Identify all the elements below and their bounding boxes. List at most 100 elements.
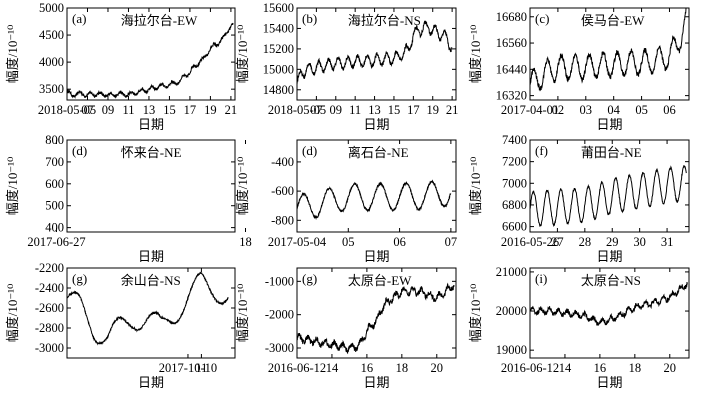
x-tick-label: 30	[633, 235, 646, 249]
y-tick-label: 16560	[496, 36, 527, 50]
y-axis-label: 幅度/10⁻¹⁰	[468, 157, 483, 216]
x-tick-label: 19	[426, 103, 439, 117]
y-tick-label: -600	[271, 184, 294, 198]
series-line-1	[67, 271, 229, 346]
panel-label: (d)	[302, 143, 317, 158]
x-axis-label: 日期	[596, 117, 622, 132]
x-tick-label: 18	[396, 361, 409, 375]
y-tick-label: 16440	[496, 62, 527, 76]
panel-label: (b)	[302, 11, 317, 26]
y-tick-label: 7200	[502, 155, 527, 169]
series-line-1	[297, 179, 452, 221]
plot-frame	[529, 7, 690, 101]
x-tick-label: 31	[661, 235, 674, 249]
x-tick-label: 02	[552, 103, 565, 117]
chart-panel-8: 2016-06-12 14 16 18 20 -3000 -2000 -1000 (g) 太原台-…	[235, 267, 457, 390]
x-axis-label: 日期	[363, 375, 389, 390]
x-tick-label: 13	[143, 103, 156, 117]
y-tick-label: 800	[45, 133, 64, 147]
x-tick-label: 20	[664, 361, 677, 375]
y-axis-label: 幅度/10⁻¹⁰	[235, 25, 250, 84]
x-tick-label: 07	[445, 235, 458, 249]
x-tick-label: 2017-04-01	[501, 103, 559, 117]
chart-title: 太原台-NS	[581, 273, 641, 288]
chart-title: 余山台-NS	[121, 273, 181, 288]
chart-title: 海拉尔台-NS	[348, 13, 421, 28]
y-tick-label: -3000	[35, 341, 64, 355]
y-tick-label: 14800	[263, 83, 294, 97]
y-tick-label: 19000	[496, 343, 527, 357]
y-tick-label: 16680	[496, 10, 527, 24]
y-tick-label: -2200	[35, 261, 64, 275]
y-tick-label: -2600	[35, 301, 64, 315]
x-tick-label: 2016-06-12	[268, 361, 326, 375]
panel-label: (i)	[535, 271, 547, 286]
chart-panel-9: 2016-06-12 14 16 18 20 19000 20000 21000 (i) 太原台-…	[468, 265, 690, 390]
y-tick-label: 15400	[263, 21, 294, 35]
x-tick-label: 2018-05-05	[268, 103, 326, 117]
x-tick-label: 06	[663, 103, 676, 117]
x-tick-label: 28	[579, 235, 592, 249]
y-tick-label: -400	[271, 155, 294, 169]
x-tick-label: 03	[580, 103, 593, 117]
x-tick-label: 2017-05-04	[268, 235, 327, 249]
y-tick-label: 600	[45, 177, 64, 191]
plot-frame	[296, 7, 457, 101]
panel-label: (g)	[72, 271, 87, 286]
series-line-1	[530, 165, 687, 228]
y-tick-label: 3500	[39, 82, 64, 96]
x-tick-label: 17	[184, 103, 197, 117]
x-tick-label: 18	[629, 361, 642, 375]
x-tick-label: 05	[342, 235, 355, 249]
x-tick-label: 16	[361, 361, 374, 375]
y-tick-label: 4000	[39, 55, 64, 69]
y-tick-label: -800	[271, 213, 294, 227]
x-tick-label: 07	[81, 103, 94, 117]
y-axis-label: 幅度/10⁻¹⁰	[235, 284, 250, 343]
y-axis-label: 幅度/10⁻¹⁰	[468, 284, 483, 343]
x-tick-label: 29	[606, 235, 619, 249]
y-tick-label: -3000	[265, 341, 294, 355]
y-tick-label: 7400	[502, 133, 527, 147]
series-line-1	[530, 8, 687, 92]
y-tick-label: 700	[45, 155, 64, 169]
x-tick-label: 04	[607, 103, 620, 117]
series-line-1	[297, 20, 453, 85]
x-tick-label: 27	[551, 235, 564, 249]
y-axis-label: 幅度/10⁻¹⁰	[468, 25, 483, 84]
y-tick-label: -2000	[265, 308, 294, 322]
x-tick-label: 15	[388, 103, 401, 117]
x-tick-label: 2016-05-26	[501, 235, 559, 249]
series-line-1	[530, 281, 688, 326]
y-tick-label: -1000	[265, 274, 294, 288]
chart-title: 离石台-NE	[348, 145, 409, 160]
x-tick-label: 07	[310, 103, 323, 117]
chart-title: 侯马台-EW	[581, 13, 645, 28]
x-axis-label: 日期	[138, 375, 164, 390]
y-tick-label: 21000	[496, 265, 527, 279]
y-tick-label: 500	[45, 199, 64, 213]
chart-title: 太原台-EW	[348, 273, 412, 288]
y-axis-label: 幅度/10⁻¹⁰	[5, 284, 20, 343]
chart-panel-4: 2017-06-27 18 400 500 600 700 800 (d) 怀来台-NE 日期 幅度…	[5, 133, 252, 264]
x-tick-label: 11	[349, 103, 361, 117]
x-tick-label: 16	[594, 361, 607, 375]
x-tick-label: 17	[407, 103, 420, 117]
y-tick-label: 4500	[39, 28, 64, 42]
plot-frame	[529, 139, 690, 233]
x-tick-label: 2018-05-05	[38, 103, 96, 117]
y-tick-label: 6600	[502, 220, 527, 234]
y-axis-label: 幅度/10⁻¹⁰	[5, 25, 20, 84]
y-tick-label: 400	[45, 221, 64, 235]
panel-label: (a)	[72, 11, 86, 26]
x-tick-label: 06	[393, 235, 406, 249]
x-axis-label: 日期	[596, 249, 622, 264]
chart-panel-5: 2017-05-04 05 06 07 -800 -600 -400 (d) 离石台-NE 日期 幅…	[235, 139, 458, 264]
y-axis-label: 幅度/10⁻¹⁰	[5, 157, 20, 216]
chart-title: 莆田台-NE	[581, 145, 642, 160]
